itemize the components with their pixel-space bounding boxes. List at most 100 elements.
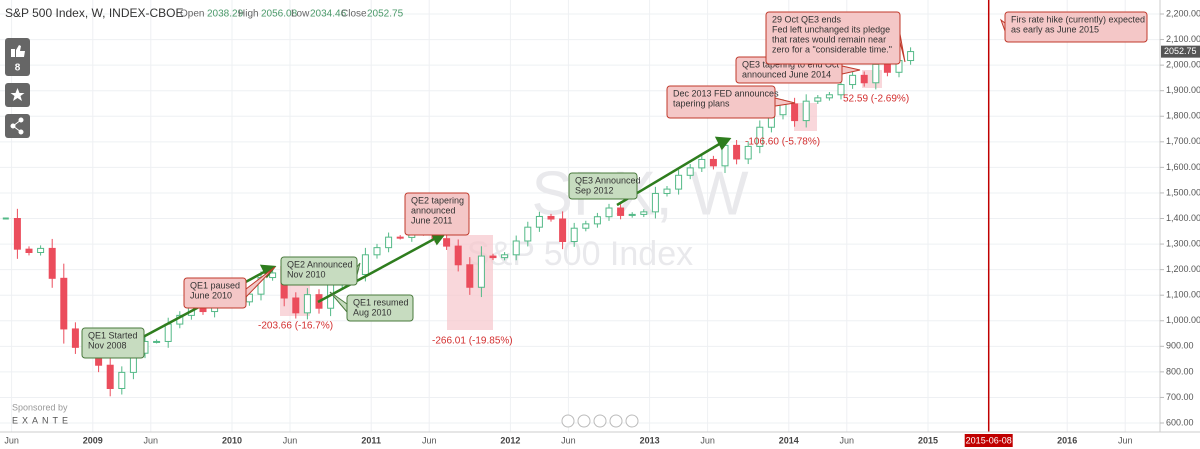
label: Close: [341, 9, 367, 20]
nav-right[interactable]: [625, 414, 639, 428]
share-button[interactable]: [5, 114, 30, 138]
value: 2038.29: [207, 9, 244, 20]
callout-text: QE2 Announced: [287, 259, 353, 269]
candle: [837, 84, 845, 96]
marker-tag-label: 2015-06-08: [966, 435, 1012, 445]
value: 2052.75: [367, 9, 404, 20]
callout-text: that rates would remain near: [772, 34, 886, 44]
callout: [280, 256, 358, 286]
callout-text: 29 Oct QE3 ends: [772, 14, 842, 24]
candle: [385, 236, 393, 249]
callout-text: Aug 2010: [353, 307, 392, 317]
callout-text: QE3 Announced: [575, 175, 641, 185]
candle: [13, 218, 21, 250]
candle: [547, 215, 555, 220]
candle: [883, 63, 891, 73]
arrow: [317, 236, 437, 304]
label: Open: [180, 9, 204, 20]
x-tick-label: 2011: [361, 435, 381, 445]
candle: [698, 158, 706, 169]
candle: [292, 297, 300, 314]
y-tick-label: 700.00: [1166, 392, 1194, 402]
candle: [640, 211, 648, 215]
watermark: SPX, W: [531, 159, 749, 228]
candle: [628, 213, 636, 216]
callout-text: Dec 2013 FED announces: [673, 88, 779, 98]
callout-text: June 2011: [411, 215, 452, 225]
callout-text: tapering plans: [673, 98, 730, 108]
callout-text: QE2 tapering: [411, 195, 464, 205]
callout-text: Fed left unchanged its pledge: [772, 24, 890, 34]
watermark: S&P 500 Index: [467, 235, 693, 273]
value: 2034.46: [310, 9, 347, 20]
arrow-head: [714, 136, 732, 151]
callout-text: as early as June 2015: [1011, 24, 1099, 34]
candle: [605, 207, 613, 218]
candle: [466, 264, 474, 288]
candle: [593, 216, 601, 225]
callout-text: announced: [411, 205, 456, 215]
candle: [860, 74, 868, 84]
value: 2056.08: [261, 9, 298, 20]
candle: [48, 247, 56, 279]
x-tick-label: Jun: [1118, 435, 1133, 445]
zoom-out[interactable]: [577, 414, 591, 428]
y-tick-label: 900.00: [1166, 341, 1194, 351]
callout-text: Firs rate hike (currently) expected: [1011, 14, 1145, 24]
candle: [164, 323, 172, 342]
drawdown-label: 52.59 (-2.69%): [843, 94, 909, 105]
callout-text: announced June 2014: [742, 69, 831, 79]
symbol: S&P 500 Index, W, INDEX-CBOE: [5, 6, 184, 20]
candle: [733, 144, 741, 160]
y-tick-label: 600.00: [1166, 417, 1194, 427]
callout-text: Sep 2012: [575, 185, 614, 195]
y-tick-label: 1,700.00: [1166, 136, 1200, 146]
candle: [396, 236, 404, 239]
star-icon: [10, 88, 25, 101]
y-tick-label: 800.00: [1166, 366, 1194, 376]
watermark: SPX, W S&P 500 Index: [467, 159, 749, 273]
candle: [373, 247, 381, 256]
y-tick-label: 1,600.00: [1166, 162, 1200, 172]
label: High: [238, 9, 259, 20]
candle: [524, 226, 532, 242]
marker-tag: [964, 434, 1013, 447]
drawdown-label: -266.01 (-19.85%): [432, 336, 513, 347]
y-tick-label: 1,400.00: [1166, 213, 1200, 223]
candle: [675, 174, 683, 190]
callout-text: QE1 Started: [88, 330, 138, 340]
x-tick-label: Jun: [283, 435, 298, 445]
y-tick-label: 1,800.00: [1166, 111, 1200, 121]
like-icon: [11, 45, 25, 57]
label: Low: [291, 9, 310, 20]
candle: [489, 255, 497, 259]
y-tick-label: 1,000.00: [1166, 315, 1200, 325]
candle: [872, 63, 880, 84]
y-tick-label: 2,100.00: [1166, 34, 1200, 44]
candle: [118, 371, 126, 389]
drawdown-label: -106.60 (-5.78%): [745, 137, 820, 148]
y-tick-label: 2,000.00: [1166, 60, 1200, 70]
callout: [346, 294, 414, 322]
candle: [907, 51, 915, 62]
x-tick-label: 2015: [918, 435, 938, 445]
x-tick-label: Jun: [422, 435, 437, 445]
candle: [106, 364, 114, 389]
nav-left[interactable]: [561, 414, 575, 428]
x-tick-label: 2013: [640, 435, 660, 445]
candle: [71, 328, 79, 348]
callout-text: June 2010: [190, 290, 232, 300]
like-count: 8: [15, 63, 21, 74]
callout: [1004, 11, 1148, 43]
candle: [501, 254, 509, 259]
zoom-in[interactable]: [609, 414, 623, 428]
candle: [303, 294, 311, 314]
candle: [559, 218, 567, 243]
candle: [756, 126, 764, 147]
candle: [744, 145, 752, 160]
callout-text: Nov 2008: [88, 340, 127, 350]
reset[interactable]: [593, 414, 607, 428]
callout-text: Nov 2010: [287, 269, 326, 279]
